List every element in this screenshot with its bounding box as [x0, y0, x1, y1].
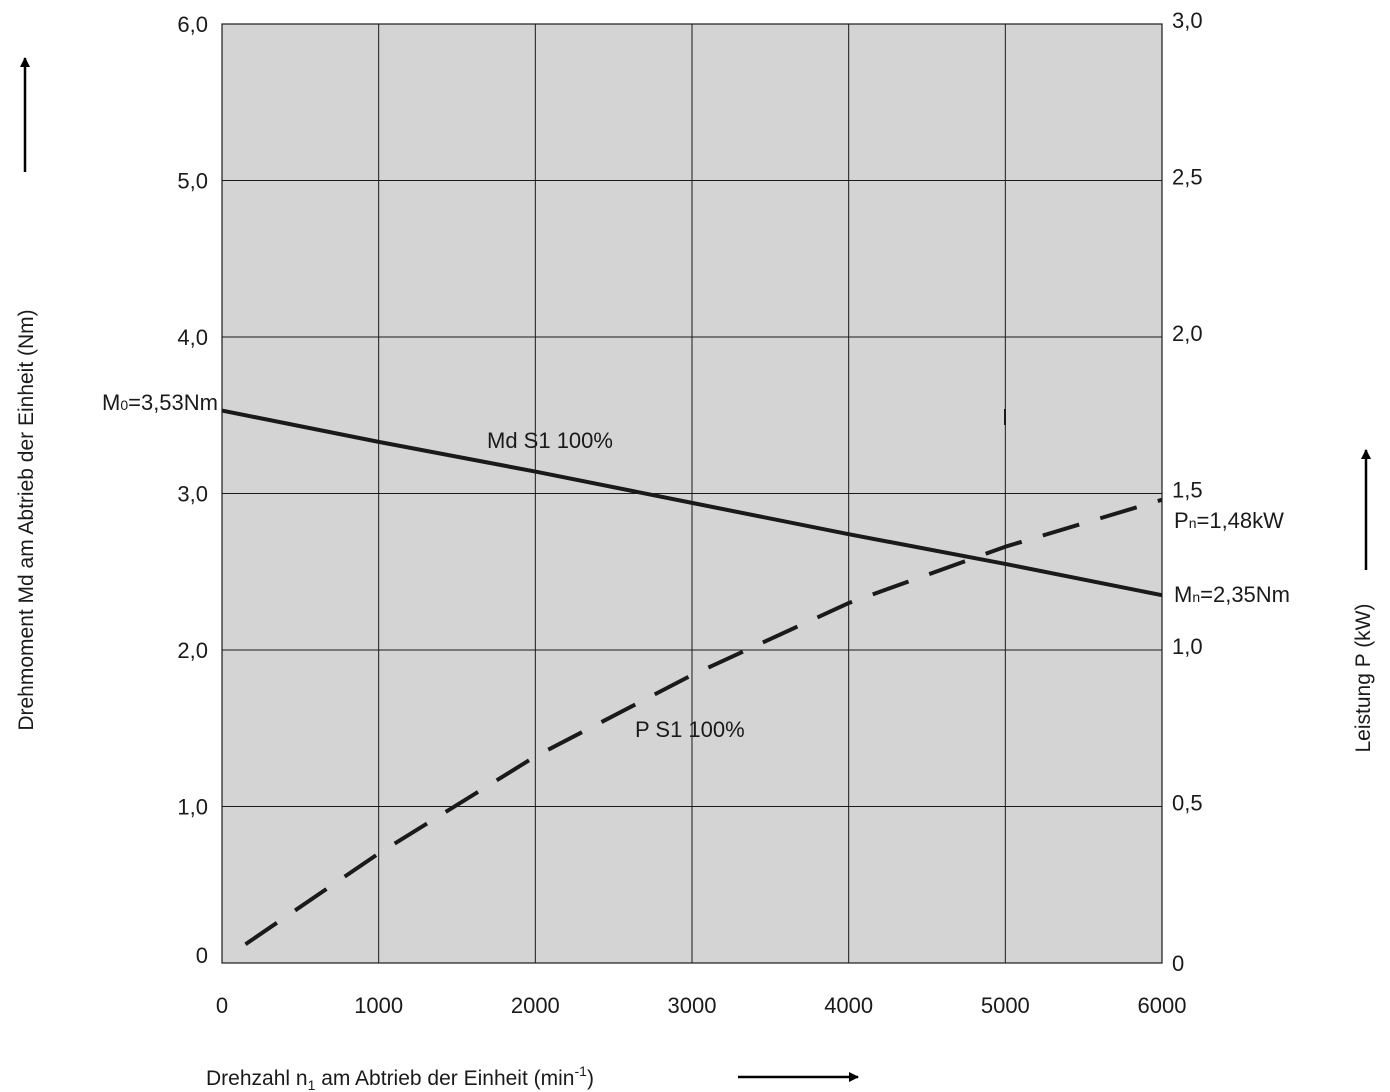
left-axis-label: Drehmoment Md am Abtrieb der Einheit (Nm…	[15, 309, 38, 730]
bottom-axis-label: Drehzahl n1 am Abtrieb der Einheit (min-…	[206, 1063, 594, 1092]
x-tick-label: 4000	[824, 993, 873, 1018]
series-label-p: P S1 100%	[635, 717, 745, 742]
left-y-tick-labels: 0 1,0 2,0 3,0 4,0 5,0 6,0	[177, 12, 208, 968]
left-y-tick-label: 6,0	[177, 12, 208, 37]
right-axis-label: Leistung P (kW)	[1352, 604, 1375, 753]
left-y-tick-label: 1,0	[177, 795, 208, 820]
right-y-tick-label: 2,0	[1172, 321, 1203, 346]
left-y-tick-label: 5,0	[177, 169, 208, 194]
left-y-tick-label: 3,0	[177, 482, 208, 507]
m0-annotation: M0=3,53Nm	[102, 390, 218, 415]
right-y-tick-label: 0	[1172, 951, 1184, 976]
left-y-tick-label: 2,0	[177, 638, 208, 663]
torque-curve-line	[221, 408, 1163, 598]
x-tick-label: 1000	[354, 993, 403, 1018]
x-tick-label: 0	[216, 993, 228, 1018]
x-tick-label: 5000	[981, 993, 1030, 1018]
mn-annotation: Mn=2,35Nm	[1174, 582, 1290, 607]
right-y-tick-label: 3,0	[1172, 8, 1203, 33]
x-tick-label: 3000	[668, 993, 717, 1018]
grid-lines	[222, 24, 1162, 963]
pn-annotation: Pn=1,48kW	[1174, 508, 1284, 533]
x-tick-label: 6000	[1138, 993, 1187, 1018]
x-tick-labels: 0 1000 2000 3000 4000 5000 6000	[216, 993, 1187, 1018]
series-layer	[221, 408, 1163, 946]
power-curve-line	[244, 497, 1163, 946]
series-label-md: Md S1 100%	[487, 428, 613, 453]
right-y-tick-label: 1,0	[1172, 634, 1203, 659]
right-y-tick-labels: 0 0,5 1,0 1,5 2,0 2,5 3,0	[1172, 8, 1203, 976]
left-y-tick-label: 0	[196, 943, 208, 968]
left-y-tick-label: 4,0	[177, 325, 208, 350]
right-y-tick-label: 0,5	[1172, 791, 1203, 816]
x-tick-label: 2000	[511, 993, 560, 1018]
right-y-tick-label: 1,5	[1172, 478, 1203, 503]
plot-frame	[221, 23, 1163, 964]
right-y-tick-label: 2,5	[1172, 165, 1203, 190]
